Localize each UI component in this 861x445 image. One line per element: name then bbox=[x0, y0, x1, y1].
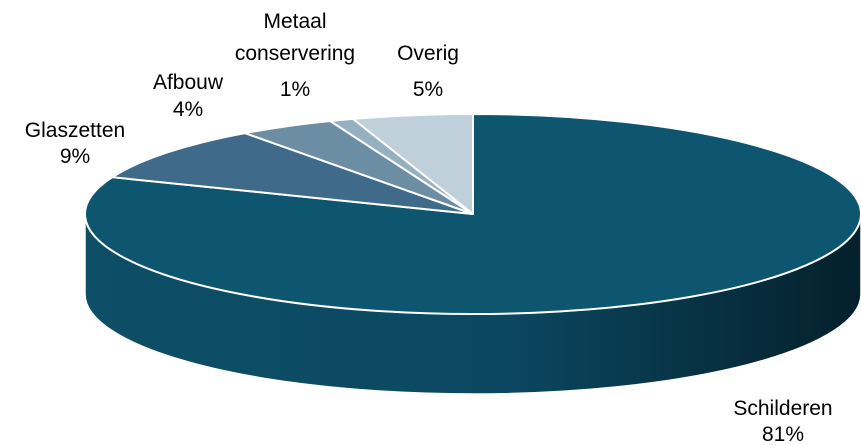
slice-value-afbouw: 4% bbox=[173, 98, 203, 121]
slice-value-schilderen: 81% bbox=[762, 423, 804, 445]
pie-slices bbox=[84, 113, 861, 315]
pie-slice-overig bbox=[352, 113, 474, 215]
slice-label-schilderen: Schilderen bbox=[733, 397, 832, 420]
slice-value-glaszetten: 9% bbox=[60, 145, 90, 168]
slice-label-afbouw: Afbouw bbox=[153, 71, 224, 94]
slice-value-overig: 5% bbox=[413, 78, 443, 101]
slice-label-metaal: Metaal bbox=[263, 10, 326, 33]
slice-label-glaszetten: Glaszetten bbox=[25, 119, 125, 142]
slice-value-metaal: 1% bbox=[280, 78, 310, 101]
slice-label-overig: Overig bbox=[397, 42, 459, 65]
pie-slice-glaszetten bbox=[111, 132, 474, 215]
slice-label-conservering: conservering bbox=[235, 42, 355, 65]
pie-slice-schilderen bbox=[84, 113, 861, 315]
